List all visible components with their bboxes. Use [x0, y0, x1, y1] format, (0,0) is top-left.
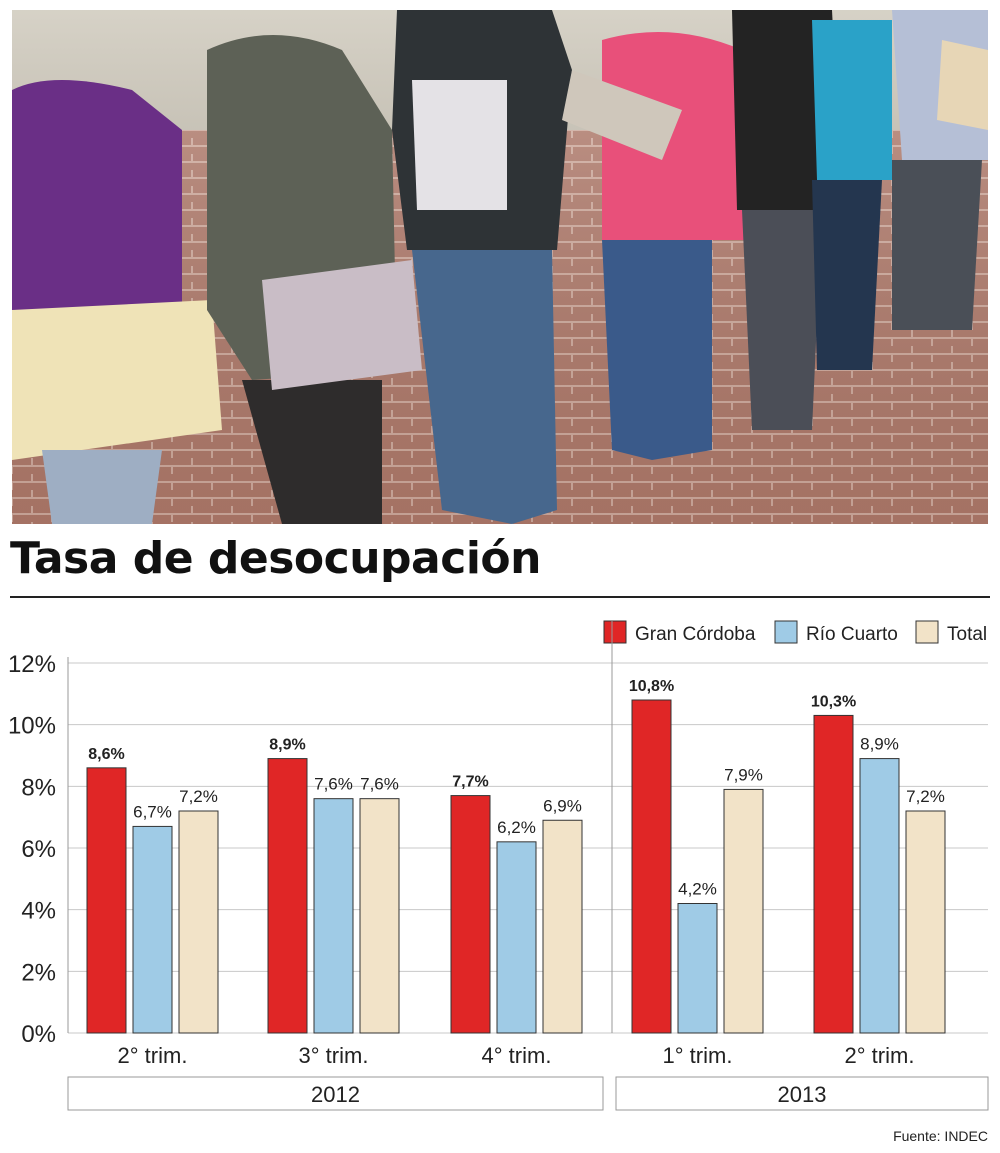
- bar: [677, 903, 718, 1034]
- data-label: 10,8%: [629, 678, 674, 695]
- bar: [813, 714, 854, 1034]
- job-seekers-photo: [12, 10, 988, 524]
- year-group-box: [615, 1076, 989, 1111]
- y-tick-label: 8%: [21, 774, 56, 801]
- x-tick-label: 3° trim.: [299, 1043, 369, 1068]
- legend-label: Río Cuarto: [806, 624, 898, 645]
- x-tick-label: 2° trim.: [845, 1043, 915, 1068]
- legend-swatch: [915, 620, 939, 644]
- y-tick-label: 10%: [8, 713, 56, 740]
- chart-bars: 8,6% 6,7% 7,2% 8,9% 7,6% 7,6% 7,7% 6,2% 6,9% 10,8…: [86, 678, 946, 1034]
- chart-legend: Gran Córdoba Río Cuarto Total: [603, 620, 987, 645]
- bar: [542, 819, 583, 1034]
- bar: [313, 798, 354, 1034]
- bar: [178, 810, 219, 1034]
- unemployment-bar-chart: Gran Córdoba Río Cuarto Total 0% 2% 4% 6% 8% 10…: [8, 620, 989, 1111]
- bar: [86, 767, 127, 1034]
- data-label: 7,9%: [724, 765, 763, 784]
- data-label: 8,6%: [88, 746, 124, 763]
- bar: [631, 699, 672, 1034]
- bar: [496, 841, 537, 1034]
- bar: [132, 825, 173, 1034]
- bar: [359, 798, 400, 1034]
- data-label: 7,6%: [360, 775, 399, 794]
- y-tick-label: 4%: [21, 898, 56, 925]
- source-note: Fuente: INDEC: [893, 1128, 988, 1144]
- data-label: 6,7%: [133, 802, 172, 821]
- data-label: 8,9%: [269, 737, 305, 754]
- legend-swatch: [774, 620, 798, 644]
- legend-label: Gran Córdoba: [635, 624, 756, 645]
- x-tick-label: 4° trim.: [482, 1043, 552, 1068]
- data-label: 7,2%: [906, 787, 945, 806]
- y-tick-label: 0%: [21, 1021, 56, 1048]
- data-label: 4,2%: [678, 880, 717, 899]
- data-label: 7,2%: [179, 787, 218, 806]
- data-label: 6,2%: [497, 818, 536, 837]
- chart-title: Tasa de desocupación: [10, 533, 541, 584]
- data-label: 7,6%: [314, 775, 353, 794]
- bar: [267, 758, 308, 1034]
- legend-swatch: [603, 620, 627, 644]
- y-tick-label: 12%: [8, 651, 56, 678]
- x-tick-label: 1° trim.: [663, 1043, 733, 1068]
- data-label: 7,7%: [452, 774, 488, 791]
- year-group-label: 2012: [311, 1082, 360, 1107]
- y-tick-label: 2%: [21, 959, 56, 986]
- bar: [859, 758, 900, 1034]
- year-group-box: [67, 1076, 604, 1111]
- x-axis: 2° trim. 3° trim. 4° trim. 1° trim. 2° trim.…: [67, 1043, 989, 1111]
- legend-label: Total: [947, 624, 987, 645]
- year-group-label: 2013: [778, 1082, 827, 1107]
- title-divider: [10, 596, 990, 598]
- x-tick-label: 2° trim.: [118, 1043, 188, 1068]
- bar: [450, 795, 491, 1034]
- bar: [905, 810, 946, 1034]
- y-tick-label: 6%: [21, 836, 56, 863]
- data-label: 10,3%: [811, 693, 856, 710]
- data-label: 8,9%: [860, 735, 899, 754]
- bar: [723, 788, 764, 1034]
- data-label: 6,9%: [543, 796, 582, 815]
- y-axis: 0% 2% 4% 6% 8% 10% 12%: [8, 651, 56, 1048]
